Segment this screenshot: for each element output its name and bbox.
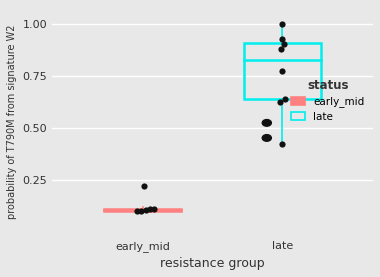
Y-axis label: probability of T790M from signature W2: probability of T790M from signature W2 <box>7 24 17 219</box>
Point <box>141 184 147 188</box>
Point <box>277 99 283 104</box>
Point <box>282 97 288 102</box>
Legend: early_mid, late: early_mid, late <box>287 76 368 125</box>
Point <box>151 206 157 211</box>
Point <box>134 209 140 213</box>
Point <box>279 21 285 26</box>
Point <box>279 69 285 74</box>
Point <box>278 46 284 51</box>
Point <box>147 207 153 212</box>
Point <box>142 207 149 212</box>
Point <box>279 37 285 41</box>
Point <box>279 142 285 147</box>
Bar <box>105 209 181 211</box>
Point <box>138 209 144 213</box>
Point <box>281 42 287 47</box>
Bar <box>244 43 321 99</box>
X-axis label: resistance group: resistance group <box>160 257 265 270</box>
